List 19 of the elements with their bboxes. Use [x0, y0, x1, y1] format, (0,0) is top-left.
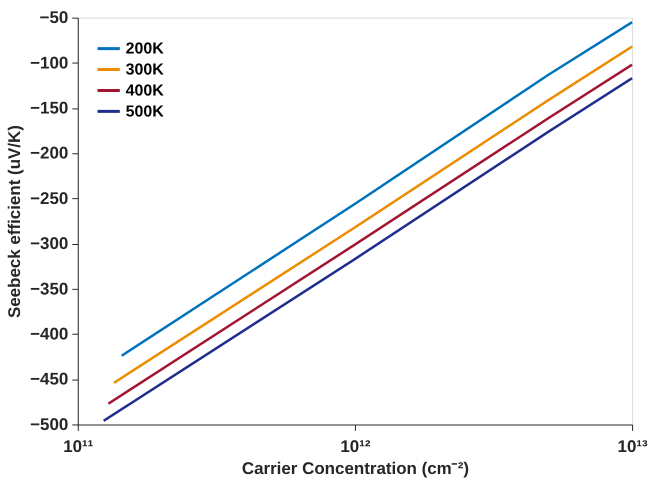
y-tick-label: −100 — [30, 53, 68, 72]
x-axis-title: Carrier Concentration (cm⁻²) — [242, 458, 470, 478]
y-tick-label: −150 — [30, 98, 68, 118]
x-tick-label: 10¹² — [340, 436, 371, 456]
y-tick-label: −200 — [30, 144, 68, 163]
y-tick-label: −250 — [30, 188, 68, 208]
y-tick-label: −50 — [40, 8, 68, 28]
y-axis-title: Seebeck efficient (uV/K) — [5, 125, 24, 318]
legend-label: 300K — [126, 62, 164, 78]
y-tick-label: −500 — [30, 414, 68, 434]
y-tick-label: −450 — [30, 370, 68, 389]
legend-label: 200K — [126, 40, 164, 58]
y-tick-label: −350 — [30, 279, 68, 298]
y-tick-label: −300 — [30, 234, 68, 254]
y-tick-label: −400 — [30, 324, 68, 344]
x-tick-label: 10¹³ — [618, 436, 648, 456]
x-tick-label: 10¹¹ — [63, 436, 94, 456]
legend-label: 500K — [126, 103, 164, 120]
legend-label: 400K — [126, 82, 164, 100]
